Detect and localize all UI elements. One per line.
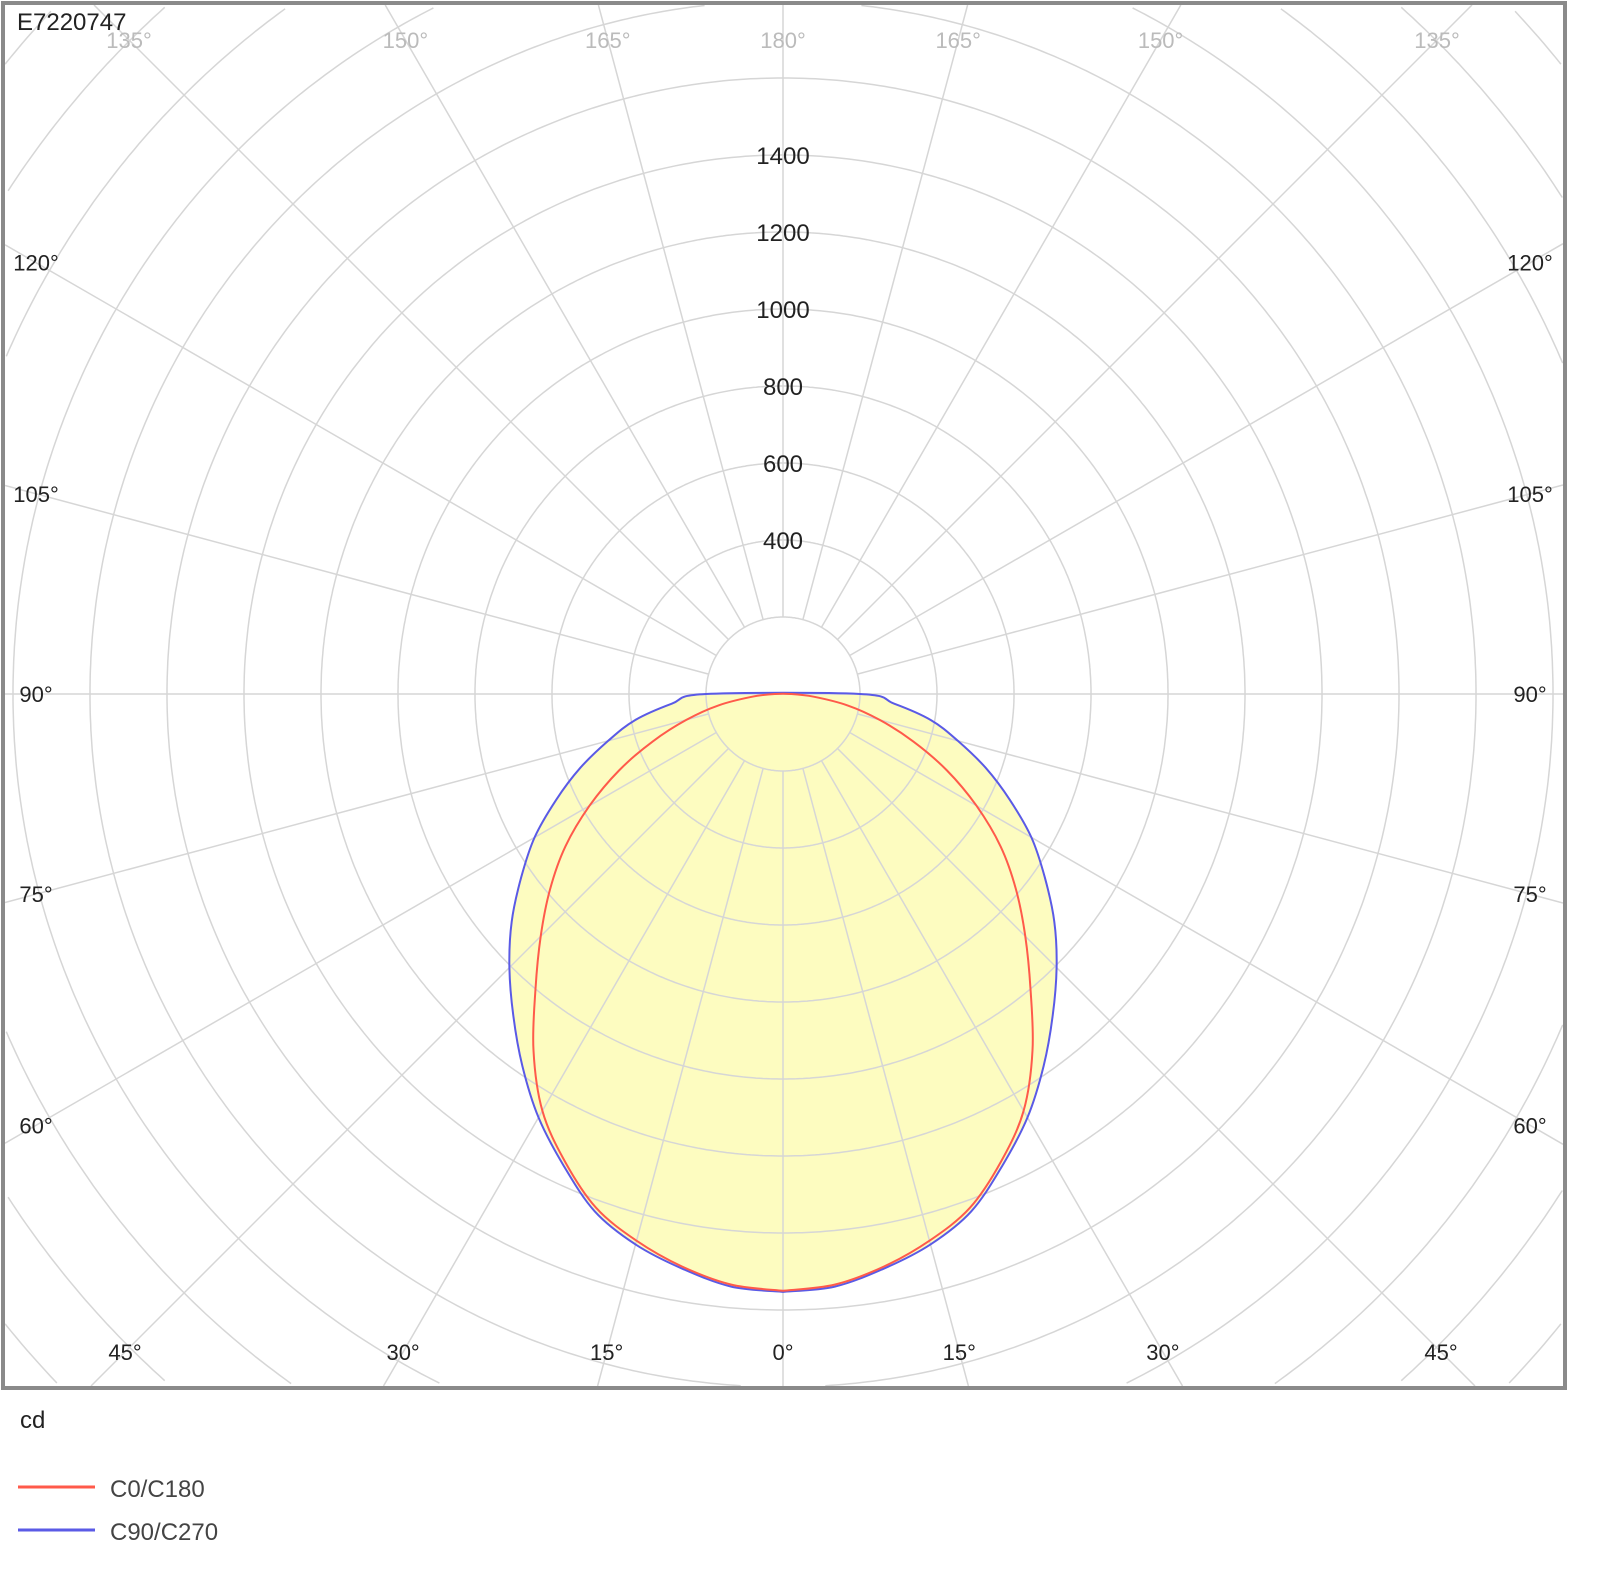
radial-tick-label: 600: [763, 451, 803, 478]
grid-spoke: [820, 760, 1184, 1386]
angle-label: 30°: [386, 1340, 419, 1365]
angle-label: 15°: [590, 1340, 623, 1365]
grid-ring: [7, 6, 1563, 1382]
angle-label: 75°: [1513, 882, 1546, 907]
legend-label-c0-c180: C0/C180: [110, 1476, 205, 1503]
angle-label: 90°: [1513, 682, 1546, 707]
curve-c0-c180: [532, 692, 1034, 1292]
angle-label: 45°: [108, 1340, 141, 1365]
grid-spoke: [5, 713, 709, 904]
grid-spoke: [836, 747, 1476, 1386]
grid-spoke: [836, 5, 1473, 641]
grid-spoke: [802, 768, 970, 1386]
legend-label-c90-c270: C90/C270: [110, 1519, 218, 1546]
angle-label: 180°: [760, 28, 806, 53]
angle-label: 15°: [943, 1340, 976, 1365]
grid-spoke: [597, 5, 764, 620]
grid-spoke: [820, 5, 1182, 628]
legend: C0/C180 C90/C270: [18, 1476, 218, 1546]
angle-label: 90°: [19, 682, 52, 707]
grid-spoke: [5, 731, 717, 1144]
curve-lines: [508, 691, 1058, 1293]
grid-spoke: [857, 484, 1563, 675]
grid-spoke: [384, 5, 746, 628]
unit-label: cd: [20, 1407, 45, 1434]
angle-label: 105°: [1507, 482, 1553, 507]
grid-spoke: [802, 5, 969, 620]
grid-ring: [12, 7, 1554, 1384]
radial-tick-label: 1200: [756, 220, 809, 247]
angle-label: 60°: [19, 1113, 52, 1138]
angle-label: 75°: [19, 882, 52, 907]
radial-tick-label: 1400: [756, 143, 809, 170]
angle-label: 150°: [1138, 28, 1184, 53]
angle-label: 105°: [13, 482, 59, 507]
chart-frame: [1, 1, 1567, 1390]
grid-ring: [5, 10, 1562, 1384]
angle-label: 60°: [1513, 1113, 1546, 1138]
polar-grid: [5, 5, 1563, 1386]
axis-labels: 400 600 800 1000 1200 1400 0° 15° 15° 30° 30° 45° 45…: [13, 28, 1553, 1365]
angle-label: 0°: [772, 1340, 793, 1365]
angle-label: 165°: [935, 28, 981, 53]
angle-label: 135°: [1414, 28, 1460, 53]
grid-spoke: [382, 760, 746, 1386]
chart-title: E7220747: [17, 9, 126, 36]
grid-spoke: [849, 731, 1563, 1145]
angle-label: 120°: [13, 251, 59, 276]
radial-tick-label: 400: [763, 528, 803, 555]
angle-label: 135°: [106, 28, 152, 53]
grid-spoke: [93, 5, 730, 641]
grid-spoke: [596, 768, 764, 1386]
grid-spoke: [857, 713, 1563, 904]
angle-label: 120°: [1507, 251, 1553, 276]
angle-label: 165°: [585, 28, 631, 53]
grid-spoke: [90, 747, 730, 1386]
grid-spoke: [5, 484, 709, 675]
grid-ring: [89, 5, 1477, 1386]
angle-label: 150°: [383, 28, 429, 53]
radial-tick-label: 1000: [756, 297, 809, 324]
angle-label: 45°: [1424, 1340, 1457, 1365]
grid-ring: [5, 8, 1563, 1385]
grid-spoke: [849, 243, 1563, 657]
radial-tick-label: 800: [763, 374, 803, 401]
angle-label: 30°: [1146, 1340, 1179, 1365]
grid-spoke: [5, 244, 717, 657]
